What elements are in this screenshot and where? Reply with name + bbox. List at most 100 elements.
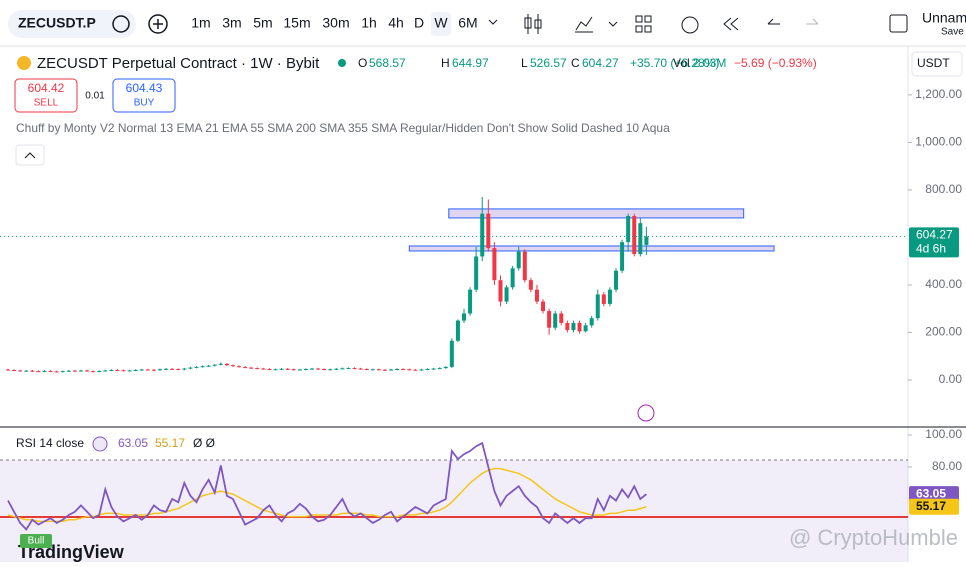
candle-body [121,370,126,372]
candle-body [267,369,272,371]
collapse-button[interactable] [15,144,45,166]
interval[interactable]: D [414,15,424,31]
rsi-settings[interactable] [92,436,108,452]
candle-body [145,369,150,371]
candle-body [182,368,187,370]
interval[interactable]: 30m [322,15,349,31]
sell-label[interactable]: SELL [34,98,59,109]
interval[interactable]: 1m [191,15,210,31]
candle-body [303,369,308,371]
interval-dropdown[interactable] [488,19,498,25]
interval[interactable]: 15m [283,15,310,31]
buy-price[interactable]: 604.43 [126,81,163,95]
candle-body [395,369,400,371]
y-tick-label: 400.00 [925,277,962,291]
candle-body [571,322,576,331]
rsi-title: RSI 14 close [16,436,84,450]
candle-body [139,369,144,371]
candle-body [553,313,558,328]
candle-body [316,368,321,370]
candle-body [188,367,193,369]
symbol[interactable]: ZECUSDT.P [18,15,96,31]
add-icon[interactable] [148,14,168,34]
candle-body [443,366,448,369]
event-icon[interactable] [637,404,655,422]
interval[interactable]: 1h [361,15,377,31]
candle-body [249,367,254,369]
legend-h: 644.97 [452,56,489,70]
replay-icon[interactable] [723,17,739,31]
buy-button[interactable] [112,78,176,113]
candle-body [273,369,278,371]
currency-box[interactable] [911,51,963,77]
symbol-box[interactable] [8,10,136,38]
candle-body [334,368,339,370]
candle-body [212,364,217,366]
sell-price[interactable]: 604.42 [28,81,65,95]
candle-body [224,363,229,366]
legend-vol-change: −5.69 (−0.93%) [734,56,817,70]
candle-body [72,370,77,372]
indicators-dropdown[interactable] [608,21,618,27]
chart-type-icon[interactable] [524,14,542,34]
interval[interactable]: 5m [253,15,272,31]
interval[interactable]: 6M [458,15,477,31]
layout-name[interactable]: Unnam [922,10,966,26]
layouts-icon[interactable] [635,15,652,33]
legend-vol: 2.03M [693,56,726,70]
candle-body [486,213,491,249]
candle-body [468,289,473,314]
candle-body [291,369,296,371]
candle-body [638,223,643,255]
indicators-icon[interactable] [575,16,593,33]
candle-body [328,369,333,371]
undo-icon[interactable] [767,18,780,25]
candle-body [133,369,138,371]
candle-body [48,370,53,372]
candle-body [431,368,436,370]
legend-c: 604.27 [582,56,619,70]
layout-icon[interactable] [889,14,908,33]
countdown: 4d 6h [916,242,946,256]
candle-body [620,242,625,271]
legend-vol-label: Vol [673,56,690,70]
candle-body [30,370,35,372]
redo-icon[interactable] [806,18,819,25]
candle-body [255,368,260,370]
legend-l: 526.57 [530,56,567,70]
zone [448,208,745,219]
candle-body [42,370,47,372]
candle-body [115,369,120,371]
candle-body [522,251,527,281]
interval[interactable]: 4h [388,15,404,31]
y-tick-label: 200.00 [925,325,962,339]
candle-body [151,369,156,371]
candle-body [97,370,102,372]
candle-body [504,287,509,302]
interval[interactable]: W [434,15,448,31]
candle-body [565,322,570,331]
add-plus [153,19,163,29]
save-label[interactable]: Save [941,27,964,38]
compare-icon[interactable] [112,15,130,33]
candle-body [158,369,162,371]
candle-body [109,369,114,371]
sell-button[interactable] [14,78,78,113]
candle-body [577,322,582,332]
zone [408,245,775,252]
legend-o-label: O [358,56,367,70]
currency[interactable]: USDT [917,56,950,70]
toolbar-bg [0,0,966,46]
candle-body [632,216,637,255]
candle-body [54,371,59,373]
alert-icon[interactable] [681,16,699,34]
coin-icon [17,56,31,70]
buy-label[interactable]: BUY [134,98,155,109]
legend-c-label: C [571,56,580,70]
candle-body [401,369,406,371]
interval[interactable]: 3m [222,15,241,31]
y-tick-label: 100.00 [925,427,962,441]
rsi-header-value: 63.05 [118,436,148,450]
candle-body [285,368,290,370]
rsi-extra: Ø Ø [193,436,215,450]
